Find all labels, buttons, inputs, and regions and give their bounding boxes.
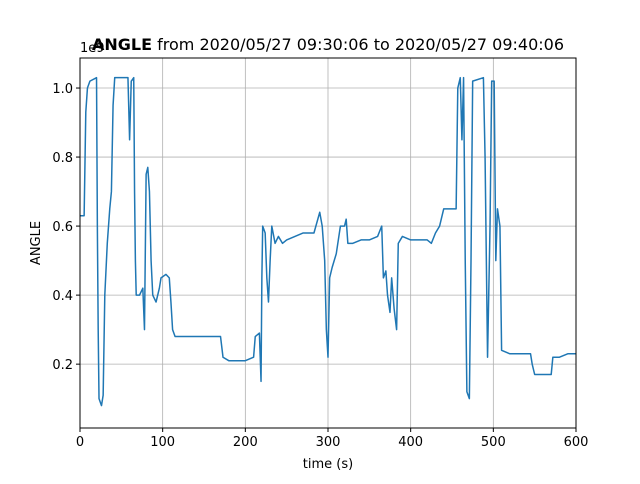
data-line bbox=[80, 76, 576, 407]
y-tick-label: 1.0 bbox=[52, 82, 73, 97]
chart-title: ANGLE from 2020/05/27 09:30:06 to 2020/0… bbox=[92, 35, 564, 54]
y-axis-label: ANGLE bbox=[29, 221, 44, 265]
x-tick-label: 600 bbox=[564, 435, 589, 450]
y-tick-label: 0.8 bbox=[52, 151, 73, 166]
x-axis-label: time (s) bbox=[303, 457, 353, 472]
y-tick-label: 0.2 bbox=[52, 358, 73, 373]
title-bold: ANGLE bbox=[92, 35, 152, 54]
x-tick-label: 0 bbox=[76, 435, 84, 450]
y-offset-text: 1e9 bbox=[80, 41, 105, 56]
x-tick-label: 400 bbox=[398, 435, 423, 450]
y-tick-label: 0.6 bbox=[52, 220, 73, 235]
x-tick-label: 100 bbox=[150, 435, 175, 450]
x-tick-label: 200 bbox=[233, 435, 258, 450]
y-tick-label: 0.4 bbox=[52, 289, 73, 304]
title-rest: from 2020/05/27 09:30:06 to 2020/05/27 0… bbox=[152, 35, 564, 54]
x-tick-label: 300 bbox=[316, 435, 341, 450]
x-tick-label: 500 bbox=[481, 435, 506, 450]
